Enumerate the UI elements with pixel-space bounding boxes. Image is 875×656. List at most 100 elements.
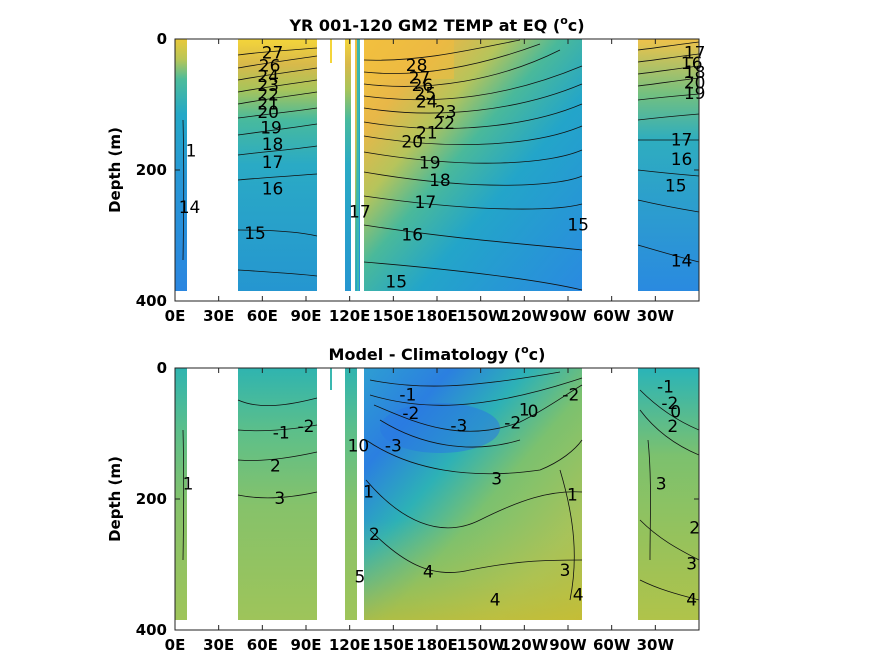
top-x-tick-label: 90W: [549, 307, 587, 325]
top-field-atlantic: [638, 39, 699, 291]
top-gap-marker-2: [357, 39, 359, 291]
bottom-contour-label: -2: [661, 394, 678, 414]
top-contour-label: 15: [244, 224, 266, 244]
bottom-x-tick-label: 60W: [593, 636, 631, 654]
top-field-west-indian: [175, 39, 187, 291]
bottom-gap-marker: [330, 368, 332, 390]
bottom-field-west-indian: [175, 368, 187, 620]
bottom-contour-label: 4: [686, 591, 697, 611]
bottom-contour-lines: [182, 371, 699, 601]
top-contour-label: 17: [684, 43, 706, 63]
top-contour-label: 24: [257, 67, 279, 87]
top-contour-label: 23: [257, 76, 279, 96]
top-contour-label: 23: [435, 102, 457, 122]
top-panel: 2726242322212019181716151411715282726252…: [106, 14, 705, 325]
bottom-contour-label: -2: [562, 386, 579, 406]
top-contour-label: 17: [262, 153, 284, 173]
bottom-contour-label: 0: [528, 402, 539, 422]
bottom-contour-label: 2: [270, 456, 281, 476]
bottom-contour-label: 3: [491, 469, 502, 489]
bottom-x-tick-label: 120E: [329, 636, 371, 654]
bottom-contour-label: -2: [402, 404, 419, 424]
top-contour-label: 16: [262, 180, 284, 200]
bottom-x-tick-label: 30E: [203, 636, 234, 654]
top-x-tick-label: 60W: [593, 307, 631, 325]
bottom-contour-label: 4: [573, 585, 584, 605]
bottom-contour-label: 2: [689, 518, 700, 538]
top-contour-label: 20: [684, 74, 706, 94]
bottom-x-tick-label: 90E: [290, 636, 321, 654]
top-x-tick-label: 120W: [500, 307, 548, 325]
top-contour-label: 26: [259, 57, 281, 77]
bottom-x-tick-label: 0E: [165, 636, 186, 654]
bottom-contour-label: 2: [369, 525, 380, 545]
top-y-tick-label: 0: [157, 30, 167, 48]
top-contour-label: 25: [415, 85, 437, 105]
bottom-contour-label: 2: [667, 417, 678, 437]
bottom-deep-shade: [364, 520, 582, 620]
bottom-x-tick-label: 90W: [549, 636, 587, 654]
bottom-x-tick-label: 150W: [457, 636, 505, 654]
bottom-x-tick-label: 30W: [637, 636, 675, 654]
top-field-indonesia-a: [345, 39, 351, 291]
top-y-tick-label: 400: [136, 292, 167, 310]
top-field-indian: [238, 39, 317, 291]
bottom-contour-label: -3: [450, 416, 467, 436]
bottom-contour-label: 10: [348, 437, 370, 457]
top-contour-labels: 2726242322212019181716151411715282726252…: [179, 43, 706, 292]
top-contour-label: 21: [416, 123, 438, 143]
top-contour-label: 18: [262, 135, 284, 155]
top-x-tick-label: 30W: [637, 307, 675, 325]
bottom-chart-title: Model - Climatology (oc): [329, 343, 546, 364]
bottom-x-tick-label: 180E: [416, 636, 458, 654]
bottom-y-axis-label: Depth (m): [106, 456, 124, 542]
top-contour-label: 18: [429, 171, 451, 191]
bottom-contour-label: -1: [657, 378, 674, 398]
top-contour-label: 15: [567, 216, 589, 236]
bottom-x-tick-label: 150E: [373, 636, 415, 654]
bottom-contour-label: 3: [560, 561, 571, 581]
bottom-contour-label: 1: [363, 482, 374, 502]
bottom-field-indonesia: [345, 368, 360, 620]
top-contour-label: 17: [415, 193, 437, 213]
top-chart-title: YR 001-120 GM2 TEMP at EQ (oc): [288, 14, 584, 35]
bottom-contour-label: 3: [656, 475, 667, 495]
bottom-y-tick-label: 400: [136, 621, 167, 639]
bottom-field-indian: [238, 368, 317, 620]
top-contour-label: 15: [665, 176, 687, 196]
bottom-contour-label: -2: [504, 414, 521, 434]
bottom-x-tick-label: 120W: [500, 636, 548, 654]
top-y-tick-label: 200: [136, 161, 167, 179]
bottom-contour-label: -3: [385, 437, 402, 457]
top-x-tick-label: 90E: [290, 307, 321, 325]
top-contour-label: 14: [671, 252, 693, 272]
top-contour-label: 17: [671, 131, 693, 151]
top-contour-label: 19: [684, 84, 706, 104]
top-field: [175, 39, 699, 291]
top-x-tick-label: 180E: [416, 307, 458, 325]
bottom-contour-label: 1: [519, 401, 530, 421]
bottom-contour-label: -1: [399, 386, 416, 406]
top-x-tick-label: 150E: [373, 307, 415, 325]
top-contour-label: 17: [349, 203, 371, 223]
top-contour-label: 19: [419, 153, 441, 173]
top-contour-label: 1: [186, 142, 197, 162]
top-x-tick-label: 0E: [165, 307, 186, 325]
top-gap-marker: [330, 39, 332, 63]
top-contour-label: 20: [257, 103, 279, 123]
top-y-axis-label: Depth (m): [106, 127, 124, 213]
top-contour-label: 16: [401, 226, 423, 246]
top-contour-label: 27: [409, 68, 431, 88]
bottom-contour-label: -2: [298, 417, 315, 437]
bottom-y-tick-label: 200: [136, 490, 167, 508]
bottom-contour-label: 4: [423, 562, 434, 582]
top-contour-label: 22: [257, 85, 279, 105]
bottom-contour-label: 0: [670, 403, 681, 423]
top-contour-label: 26: [412, 76, 434, 96]
bottom-contour-label: 3: [274, 489, 285, 509]
bottom-contour-label: 3: [686, 555, 697, 575]
top-contour-lines: [182, 39, 699, 291]
top-contour-label: 14: [179, 198, 201, 218]
